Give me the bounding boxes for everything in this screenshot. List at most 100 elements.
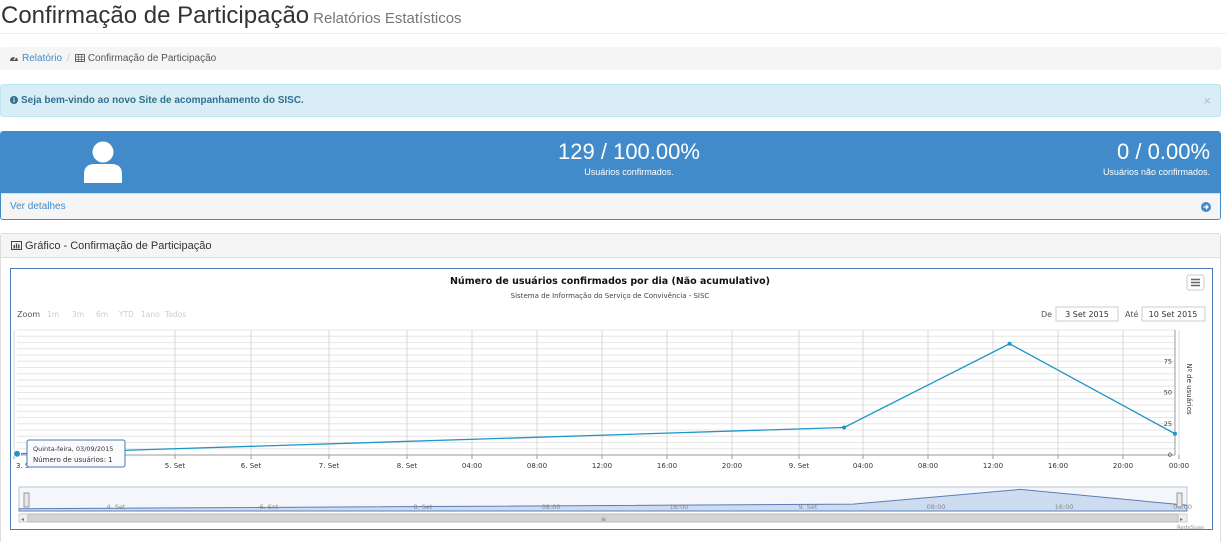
zoom-label: Zoom	[17, 310, 40, 319]
navigator-label: 16:00	[670, 503, 689, 511]
breadcrumb-link-relatorio[interactable]: Relatório	[22, 53, 63, 64]
confirmed-value: 129 / 100.00%	[558, 139, 700, 164]
navigator-label: 08:00	[542, 503, 561, 511]
navigator-left-handle[interactable]	[23, 492, 30, 508]
data-point[interactable]	[1007, 341, 1012, 346]
y-tick-label: 25	[1164, 420, 1172, 428]
zoom-button-0[interactable]: 1m	[47, 310, 59, 319]
x-tick-label: 16:00	[1048, 462, 1068, 470]
zoom-button-5[interactable]: Todos	[164, 310, 186, 319]
graph-panel-title: Gráfico - Confirmação de Participação	[25, 240, 212, 252]
navigator-label: 4. Set	[107, 503, 126, 511]
zoom-buttons: 1m 3m 6m YTD 1ano Todos	[47, 310, 186, 319]
zoom-button-3[interactable]: YTD	[118, 310, 134, 319]
x-tick-label: 3. S	[16, 462, 30, 470]
zoom-button-1[interactable]: 3m	[72, 310, 84, 319]
x-tick-label: 20:00	[722, 462, 742, 470]
chart-credit: RedeSuas	[1177, 525, 1204, 531]
table-icon	[74, 54, 85, 62]
series-layer	[13, 341, 1177, 458]
scroll-left-icon[interactable]: ◂	[21, 516, 24, 523]
y-axis-title: Nº de usuários	[1185, 363, 1193, 415]
navigator-label: 6. Set	[260, 503, 279, 511]
navigator-scrollbar[interactable]: ≡ ◂ ▸	[18, 513, 1188, 523]
tooltip: Quinta-feira, 03/09/2015 Número de usuár…	[26, 439, 126, 468]
x-tick-label: 5. Set	[165, 462, 186, 470]
range-from-value[interactable]: 3 Set 2015	[1065, 310, 1109, 319]
chart-container: Número de usuários confirmados por dia (…	[10, 268, 1213, 531]
chart-title: Número de usuários confirmados por dia (…	[450, 276, 770, 287]
range-to-label: Até	[1125, 309, 1138, 319]
line-chart: Número de usuários confirmados por dia (…	[13, 274, 1206, 531]
alert-close-button[interactable]: ×	[1203, 93, 1211, 108]
graph-panel-heading: Gráfico - Confirmação de Participação	[1, 234, 1220, 258]
x-tick-label: 12:00	[983, 462, 1003, 470]
page-subtitle: Relatórios Estatísticos	[313, 10, 462, 27]
x-tick-label: 04:00	[853, 462, 873, 470]
x-tick-label: 20:00	[1113, 462, 1133, 470]
stats-panel-heading: 129 / 100.00% Usuários confirmados. 0 / …	[1, 132, 1220, 193]
y-tick-label: 0	[1168, 451, 1172, 459]
user-icon	[84, 141, 122, 183]
unconfirmed-stat: 0 / 0.00% Usuários não confirmados.	[1102, 139, 1210, 178]
navigator-labels: 4. Set 6. Set 8. Set 08:00 16:00 9. Set 08:00 1…	[107, 503, 1192, 511]
page-title-text: Confirmação de Participação	[1, 2, 310, 29]
data-point[interactable]	[842, 425, 847, 430]
navigator-series-area	[18, 488, 1188, 512]
scrollbar-thumb[interactable]	[27, 513, 1179, 523]
x-tick-label: 6. Set	[241, 462, 262, 470]
x-tick-label: 04:00	[462, 462, 482, 470]
chart-menu-button[interactable]	[1186, 274, 1205, 291]
scroll-right-icon[interactable]: ▸	[1180, 516, 1183, 523]
unconfirmed-value: 0 / 0.00%	[1117, 139, 1210, 164]
plot-grid	[13, 329, 1180, 456]
tooltip-value: Número de usuários: 1	[33, 456, 113, 464]
zoom-button-2[interactable]: 6m	[96, 310, 108, 319]
zoom-button-4[interactable]: 1ano	[141, 310, 160, 319]
y-axis: 0 25 50 75	[1164, 357, 1172, 459]
navigator[interactable]: 4. Set 6. Set 8. Set 08:00 16:00 9. Set 08:00 1…	[18, 486, 1192, 512]
series-line-0	[16, 343, 1176, 455]
page-header: Confirmação de Participação Relatórios Es…	[0, 0, 1227, 34]
x-tick-label: 12:00	[592, 462, 612, 470]
welcome-alert: Seja bem-vindo ao novo Site de acompanha…	[0, 84, 1221, 117]
range-from-input[interactable]: 3 Set 2015	[1055, 306, 1119, 322]
breadcrumb-separator: /	[67, 53, 70, 64]
chart-subtitle: Sistema de Informação do Serviço de Conv…	[511, 292, 710, 300]
x-tick-label: 16:00	[657, 462, 677, 470]
x-tick-label: 08:00	[527, 462, 547, 470]
y-tick-label: 50	[1164, 389, 1172, 397]
page-title: Confirmação de Participação Relatórios Es…	[1, 2, 462, 30]
confirmed-label: Usuários confirmados.	[584, 167, 674, 177]
x-tick-label: 7. Set	[319, 462, 340, 470]
navigator-label: 00:00	[1173, 503, 1192, 511]
range-from-label: De	[1041, 310, 1052, 319]
graph-panel: Gráfico - Confirmação de Participação	[0, 233, 1221, 542]
arrow-circle-right-icon[interactable]	[1201, 202, 1211, 212]
y-tick-label: 75	[1164, 357, 1172, 365]
alert-message: Seja bem-vindo ao novo Site de acompanha…	[21, 95, 304, 106]
range-to-input[interactable]: 10 Set 2015	[1141, 306, 1206, 322]
confirmed-stat: 129 / 100.00% Usuários confirmados.	[471, 139, 787, 178]
x-tick-label: 8. Set	[397, 462, 418, 470]
details-link[interactable]: Ver detalhes	[10, 201, 66, 212]
navigator-label: 16:00	[1055, 503, 1074, 511]
range-to-value[interactable]: 10 Set 2015	[1149, 310, 1198, 319]
data-point[interactable]	[1173, 431, 1177, 436]
unconfirmed-label: Usuários não confirmados.	[1102, 167, 1210, 177]
x-axis: 3. S 5. Set 6. Set 7. Set 8. Set 04:00 08:00 12…	[13, 455, 1189, 470]
tooltip-date: Quinta-feira, 03/09/2015	[33, 445, 113, 453]
breadcrumb: Relatório / Confirmação de Participação	[0, 47, 1221, 70]
data-point[interactable]	[13, 449, 21, 458]
x-tick-label: 9. Set	[789, 462, 810, 470]
info-icon	[10, 96, 18, 104]
navigator-label: 08:00	[927, 503, 946, 511]
breadcrumb-current: Confirmação de Participação	[87, 53, 217, 64]
navigator-label: 9. Set	[799, 503, 818, 511]
details-footer[interactable]: Ver detalhes	[1, 193, 1220, 219]
navigator-right-handle[interactable]	[1176, 492, 1183, 508]
stats-panel: 129 / 100.00% Usuários confirmados. 0 / …	[0, 131, 1221, 220]
navigator-label: 8. Set	[414, 503, 433, 511]
x-tick-label: 08:00	[918, 462, 938, 470]
bar-chart-icon	[11, 241, 22, 250]
